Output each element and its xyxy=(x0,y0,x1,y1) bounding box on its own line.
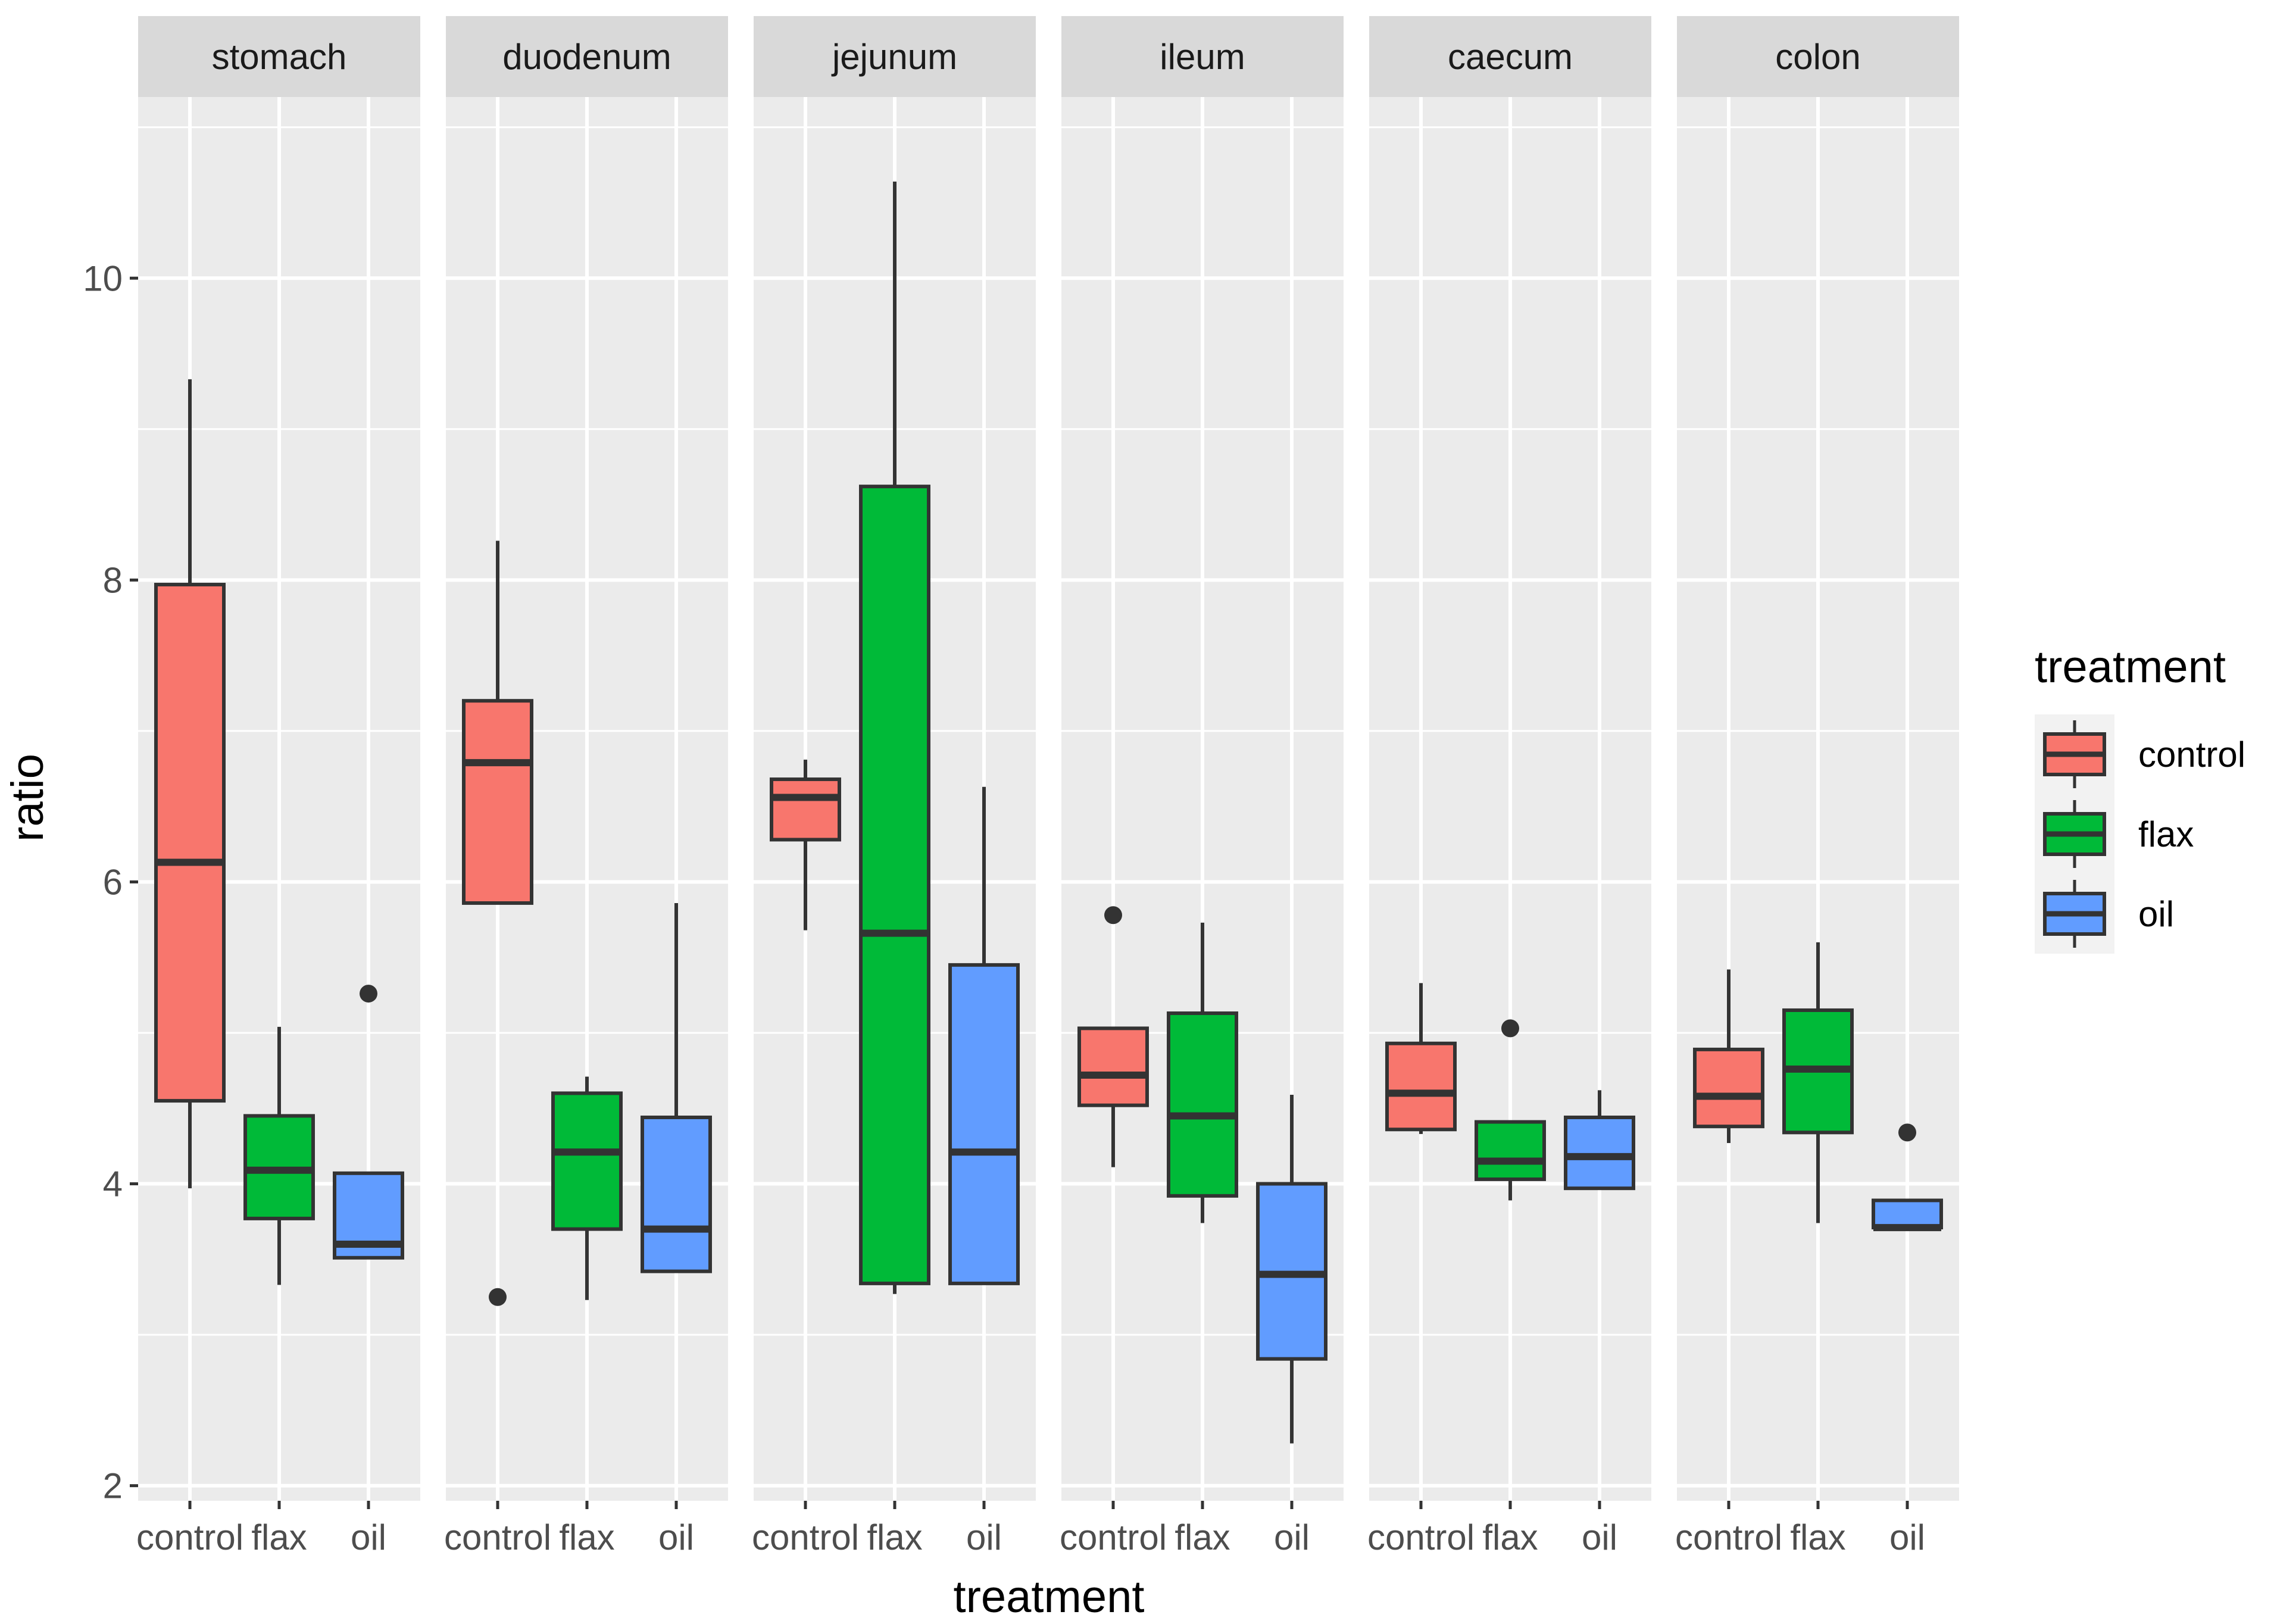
outlier-point xyxy=(489,1288,507,1306)
outlier-point xyxy=(360,985,377,1003)
box-ileum-control xyxy=(1077,906,1149,1167)
y-tick-label: 4 xyxy=(103,1164,123,1204)
facet-strip-label: duodenum xyxy=(502,37,671,77)
facet-strip xyxy=(754,16,1036,97)
x-tick-label: oil xyxy=(1274,1517,1310,1557)
box-iqr xyxy=(859,485,930,1285)
x-tick-label: flax xyxy=(559,1517,614,1557)
facet-strip xyxy=(1677,16,1959,97)
legend-label: control xyxy=(2138,735,2245,774)
x-tick-label: flax xyxy=(251,1517,307,1557)
facet-duodenum: duodenum control flax oil xyxy=(444,16,728,1557)
x-tick-label: control xyxy=(1367,1517,1475,1557)
box-iqr xyxy=(1475,1120,1546,1181)
box-iqr xyxy=(154,582,226,1103)
y-axis: 2 4 6 8 10 xyxy=(83,258,138,1506)
x-tick-label: flax xyxy=(867,1517,922,1557)
facet-strip xyxy=(446,16,728,97)
x-axis-title: treatment xyxy=(953,1572,1144,1622)
box-iqr xyxy=(1077,1026,1149,1107)
box-duodenum-flax xyxy=(551,1076,623,1300)
box-iqr xyxy=(948,963,1020,1285)
box-caecum-oil xyxy=(1564,1090,1635,1191)
y-axis-title: ratio xyxy=(2,754,53,842)
x-tick-label: oil xyxy=(658,1517,694,1557)
box-colon-oil xyxy=(1872,1123,1943,1232)
x-tick-label: oil xyxy=(966,1517,1002,1557)
y-tick-label: 8 xyxy=(103,560,123,600)
box-iqr xyxy=(1872,1198,1943,1230)
legend-title: treatment xyxy=(2035,642,2226,692)
facet-strip-label: jejunum xyxy=(831,37,957,77)
box-iqr xyxy=(1167,1011,1238,1198)
box-ileum-flax xyxy=(1167,922,1238,1223)
box-stomach-control xyxy=(154,379,226,1189)
facet-ileum: ileum control flax oil xyxy=(1060,16,1344,1557)
box-iqr xyxy=(551,1091,623,1231)
box-duodenum-oil xyxy=(641,902,712,1273)
box-caecum-flax xyxy=(1475,1019,1546,1201)
box-stomach-flax xyxy=(243,1026,315,1285)
facet-caecum: caecum control flax oil xyxy=(1367,16,1651,1557)
x-tick-label: control xyxy=(1060,1517,1167,1557)
box-iqr xyxy=(1693,1047,1764,1129)
box-iqr xyxy=(1564,1115,1635,1191)
legend-label: oil xyxy=(2138,894,2174,934)
x-tick-label: flax xyxy=(1175,1517,1230,1557)
facet-strip xyxy=(138,16,420,97)
x-tick-label: control xyxy=(136,1517,243,1557)
box-iqr xyxy=(462,699,533,905)
x-tick-label: control xyxy=(1675,1517,1782,1557)
legend-item-flax: flax xyxy=(2035,794,2194,874)
outlier-point xyxy=(1898,1123,1916,1142)
x-tick-label: flax xyxy=(1790,1517,1845,1557)
facet-strip xyxy=(1061,16,1344,97)
x-tick-label: control xyxy=(444,1517,551,1557)
y-tick-label: 10 xyxy=(83,258,123,298)
box-caecum-control xyxy=(1385,983,1457,1134)
x-tick-label: oil xyxy=(1582,1517,1617,1557)
box-colon-control xyxy=(1693,969,1764,1144)
box-duodenum-control xyxy=(462,541,533,1306)
box-iqr xyxy=(641,1115,712,1273)
box-stomach-oil xyxy=(333,985,404,1260)
outlier-point xyxy=(1501,1019,1519,1038)
legend-label: flax xyxy=(2138,814,2194,854)
legend-item-control: control xyxy=(2035,714,2245,794)
x-tick-label: flax xyxy=(1482,1517,1538,1557)
box-ileum-oil xyxy=(1256,1094,1327,1444)
box-colon-flax xyxy=(1782,942,1854,1223)
facet-strip-label: caecum xyxy=(1448,37,1573,77)
box-jejunum-oil xyxy=(948,786,1020,1285)
y-tick-label: 2 xyxy=(103,1466,123,1506)
facet-strip xyxy=(1369,16,1651,97)
facet-stomach: stomach control flax oil xyxy=(136,16,420,1557)
facet-strip-label: stomach xyxy=(212,37,347,77)
facet-jejunum: jejunum control flax oil xyxy=(752,16,1036,1557)
x-tick-label: control xyxy=(752,1517,859,1557)
box-jejunum-flax xyxy=(859,181,930,1294)
facet-strip-label: colon xyxy=(1775,37,1860,77)
x-tick-label: oil xyxy=(1889,1517,1925,1557)
legend: treatment control flax oil xyxy=(2035,642,2245,954)
box-iqr xyxy=(1385,1041,1457,1132)
box-iqr xyxy=(770,777,841,842)
x-tick-label: oil xyxy=(351,1517,386,1557)
box-jejunum-control xyxy=(770,760,841,930)
facet-strip-label: ileum xyxy=(1160,37,1245,77)
y-tick-label: 6 xyxy=(103,862,123,902)
outlier-point xyxy=(1104,906,1122,925)
legend-item-oil: oil xyxy=(2035,874,2174,954)
facet-colon: colon control flax oil xyxy=(1675,16,1959,1557)
